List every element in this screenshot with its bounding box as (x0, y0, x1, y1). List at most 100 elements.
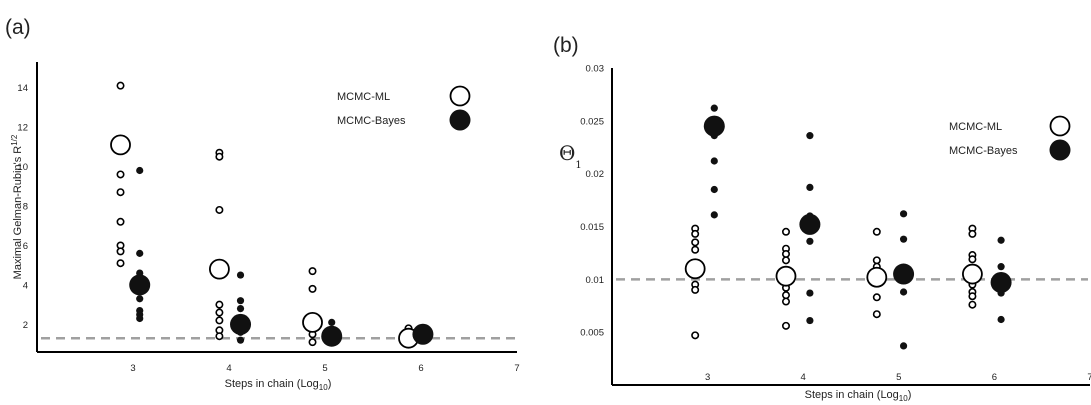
panel-b-legend-label-bayes: MCMC-Bayes (949, 145, 1018, 157)
panel-a-bayes-point (236, 336, 245, 344)
panel-b-bayes-point (997, 315, 1005, 324)
panel-b-bayes-point (806, 132, 814, 140)
panel-a-bayes-point (328, 318, 336, 327)
panel-a-ml-point (308, 267, 317, 276)
panel-b-bayes-point (806, 316, 814, 325)
panel-b-y-tick-label: 0.03 (586, 64, 605, 75)
panel-b-bayes-point (899, 342, 908, 350)
panel-b-bayes-point (806, 237, 814, 245)
panel-a-bayes-mean-point (230, 313, 252, 335)
panel-b-bayes-point (710, 157, 718, 165)
panel-a-bayes-point (136, 314, 144, 323)
panel-b-ml-mean-point (775, 265, 797, 287)
panel-b-x-tick-label: 3 (705, 372, 710, 383)
panel-b-bayes-mean-point (703, 115, 725, 137)
panel-b-ml-point (781, 249, 790, 258)
panel-b-ml-mean-point (684, 258, 706, 280)
panel-b-bayes-point (710, 185, 718, 194)
panel-a-bayes-mean-point (129, 274, 151, 296)
panel-a-y-tick-label: 10 (17, 162, 28, 173)
panel-a-ml-point (215, 300, 224, 309)
panel-b-ml-point (872, 293, 881, 302)
panel-b-y-tick-label: 0.005 (580, 328, 604, 339)
panel-a-label: (a) (5, 16, 31, 39)
panel-a-y-tick-label: 14 (17, 83, 28, 94)
panel-a-y-tick-label: 8 (23, 202, 28, 213)
panel-b-bayes-point (710, 104, 718, 112)
panel-b-x-tick-label: 4 (801, 372, 806, 383)
panel-b-y-tick-label: 0.01 (586, 275, 605, 286)
panel-b-legend-marker-ml (1049, 115, 1071, 137)
panel-b-ml-mean-point (866, 266, 888, 288)
panel-a-x-tick-label: 4 (226, 363, 231, 374)
panel-b-x-tick-label: 5 (896, 372, 901, 383)
panel-b-y-tick-label: 0.015 (580, 222, 604, 233)
panel-b-ml-point (872, 256, 881, 265)
panel-b-ml-point (691, 285, 700, 294)
panel-b-x-axis-title: Steps in chain (Log10) (805, 389, 912, 403)
panel-b-ml-point (968, 300, 977, 309)
panel-a-ml-mean-point (208, 258, 230, 280)
panel-a-bayes-mean-point (412, 323, 434, 345)
panel-a-ml-point (308, 338, 317, 347)
panel-b-x-tick-label: 7 (1087, 372, 1091, 383)
panel-b-label: (b) (553, 34, 579, 57)
panel-b-ml-point (691, 245, 700, 254)
panel-b-y-tick-label: 0.02 (586, 169, 605, 180)
panel-a-x-tick-label: 3 (130, 363, 135, 374)
panel-a-legend-label-ml: MCMC-ML (337, 91, 390, 103)
panel-b-y-tick-label: 0.025 (580, 116, 604, 127)
panel-a-ml-mean-point (302, 312, 323, 333)
panel-b-ml-mean-point (962, 263, 983, 285)
panel-b-bayes-point (899, 235, 908, 243)
panel-a-ml-point (215, 152, 224, 161)
panel-b-ml-point (872, 310, 881, 319)
panel-b-y-axis-title: Θ1 (559, 141, 582, 171)
panel-b-bayes-mean-point (990, 272, 1012, 294)
panel-a-ml-point (215, 332, 224, 341)
panel-a-ml-point (215, 205, 224, 214)
panel-a-ml-point (116, 259, 125, 268)
panel-b-ml-point (968, 255, 977, 264)
panel-a-ml-point (116, 188, 125, 197)
panel-b-ml-point (968, 229, 977, 238)
panel-b-legend-label-ml: MCMC-ML (949, 121, 1002, 133)
panel-a-ml-mean-point (110, 134, 131, 156)
panel-a-y-tick-label: 12 (17, 123, 28, 134)
panel-a-legend-marker-bayes (449, 109, 471, 131)
panel-b-bayes-mean-point (893, 263, 915, 285)
panel-a-x-tick-label: 7 (514, 363, 519, 374)
panel-a-bayes-point (236, 304, 245, 313)
panel-b: (b) 3 4 5 6 7 0.005 0.01 0.015 0.02 0.025 0.03 Ste… (553, 34, 1091, 403)
panel-b-ml-point (781, 321, 790, 330)
panel-b-x-tick-label: 6 (992, 372, 997, 383)
panel-b-bayes-point (710, 211, 718, 219)
panel-a-bayes-point (236, 297, 245, 305)
panel-a-legend-label-bayes: MCMC-Bayes (337, 115, 406, 127)
panel-a-x-tick-label: 5 (322, 363, 327, 374)
panel-b-bayes-point (806, 289, 814, 297)
panel-a-ml-point (215, 316, 224, 325)
panel-a: (a) 3 4 5 6 7 2 4 6 8 10 12 14 Steps in chain (Log1… (5, 16, 520, 392)
panel-b-ml-point (781, 256, 790, 265)
panel-b-ml-point (691, 331, 700, 340)
panel-b-ml-point (781, 291, 790, 300)
panel-a-bayes-point (136, 295, 144, 303)
panel-a-legend: MCMC-ML MCMC-Bayes (337, 85, 471, 131)
panel-b-ml-point (781, 227, 790, 236)
panel-a-x-tick-label: 6 (418, 363, 423, 374)
panel-a-ml-point (215, 308, 224, 317)
panel-a-bayes-point (236, 271, 245, 279)
panel-a-ml-point (308, 284, 317, 293)
panel-a-ml-point (116, 217, 125, 226)
panel-a-x-axis-title: Steps in chain (Log10) (225, 378, 332, 392)
panel-b-legend-marker-bayes (1049, 139, 1071, 161)
panel-a-bayes-point (136, 166, 144, 175)
panel-a-ml-point (116, 81, 125, 90)
panel-a-legend-marker-ml (449, 85, 471, 107)
panel-a-ml-point (116, 247, 125, 256)
panel-a-y-tick-label: 4 (23, 280, 28, 291)
panel-b-bayes-point (806, 183, 814, 192)
panel-a-bayes-mean-point (321, 325, 343, 347)
